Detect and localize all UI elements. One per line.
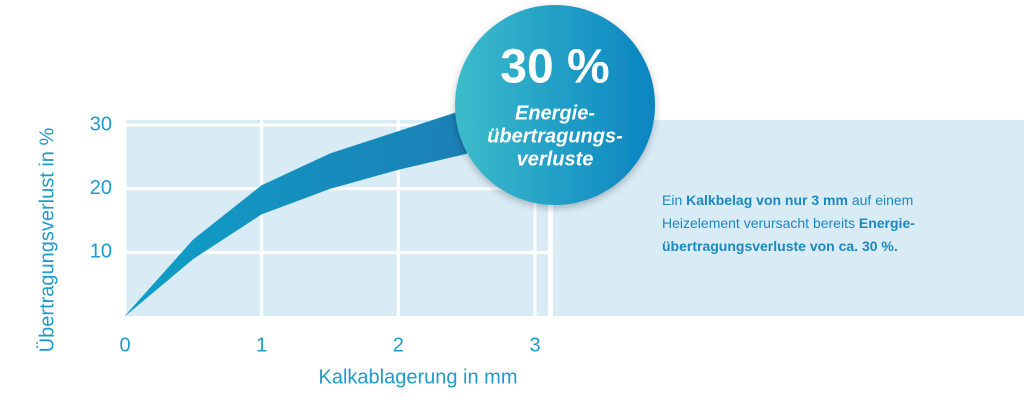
x-axis-label: Kalkablagerung in mm	[319, 366, 518, 388]
note-segment: übertragungsverluste von ca. 30 %.	[662, 238, 898, 254]
note-line: Ein Kalkbelag von nur 3 mm auf einem	[662, 192, 913, 208]
x-tick-label: 3	[529, 334, 540, 356]
callout-title: 30 %	[500, 41, 609, 94]
note-line: übertragungsverluste von ca. 30 %.	[662, 238, 898, 254]
note-line: Heizelement verursacht bereits Energie-	[662, 215, 915, 231]
callout-text: Energie-übertragungs-verluste	[487, 102, 623, 170]
note-segment: Energie-	[859, 215, 915, 231]
y-tick-label: 10	[90, 241, 112, 263]
note-segment: auf einem	[848, 192, 913, 208]
x-tick-label: 1	[256, 334, 267, 356]
y-tick-label: 20	[90, 177, 112, 199]
note-segment: Ein	[662, 192, 686, 208]
x-tick-label: 0	[119, 334, 130, 356]
callout-line: übertragungs-	[487, 125, 623, 147]
note-segment: Heizelement verursacht bereits	[662, 215, 859, 231]
callout-line: Energie-	[515, 102, 595, 124]
note-segment: Kalkbelag von nur 3 mm	[686, 192, 848, 208]
y-axis-label: Übertragungsverlust in %	[36, 128, 58, 353]
y-tick-label: 30	[90, 113, 112, 135]
callout-line: verluste	[517, 148, 594, 170]
callout-circle	[455, 5, 655, 205]
note: Ein Kalkbelag von nur 3 mm auf einem Heiz…	[662, 192, 915, 254]
x-tick-label: 2	[393, 334, 404, 356]
